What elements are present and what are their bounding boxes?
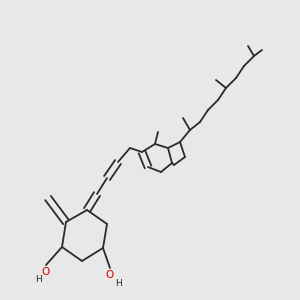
Text: O: O — [42, 267, 50, 277]
Text: H: H — [115, 278, 122, 287]
Text: O: O — [106, 270, 114, 280]
Text: H: H — [34, 274, 41, 284]
